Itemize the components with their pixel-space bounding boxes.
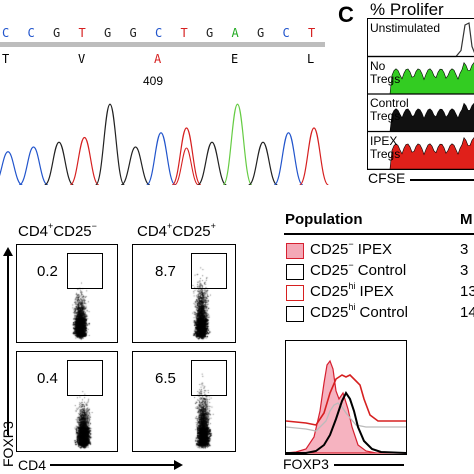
trace-peak-12 — [299, 127, 329, 185]
trace-peak-7 — [171, 127, 202, 185]
amino-acid-1: V — [78, 52, 86, 66]
gate-1 — [67, 253, 103, 289]
cfse-axis-label: CFSE — [368, 170, 406, 186]
nucleotide-2: G — [53, 26, 61, 40]
trace-peak-10 — [248, 141, 278, 185]
trace-peak-6 — [146, 132, 176, 185]
dot-plot-2: 8.7 — [132, 244, 236, 343]
population-row-label-1: CD25− Control — [310, 260, 407, 279]
nucleotide-8: G — [206, 26, 214, 40]
gate-value-1: 0.2 — [37, 263, 58, 280]
legend-swatch-0 — [286, 243, 304, 259]
nucleotide-11: C — [282, 26, 290, 40]
trace-peak-2 — [44, 141, 74, 185]
amino-acid-2: A — [154, 52, 162, 66]
proliferation-panel: C % Prolifer Unstimulated No Tregs Control… — [338, 0, 474, 200]
dot-plot-1: 0.2 — [16, 244, 118, 343]
legend-swatch-3 — [286, 306, 304, 322]
trace-peak-0 — [0, 151, 23, 185]
gate-3 — [67, 360, 103, 396]
mutation-position-label: 409 — [143, 74, 164, 88]
cfse-axis-line — [410, 179, 474, 181]
gate-2 — [191, 253, 227, 289]
gate-value-2: 8.7 — [155, 263, 176, 280]
m-header: M — [460, 211, 473, 228]
proliferation-title: % Prolifer — [370, 0, 444, 19]
trace-peak-8 — [197, 141, 227, 185]
gate-value-3: 0.4 — [37, 370, 58, 387]
population-panel: Population M CD25− IPEX 3 CD25− Control 3 CD… — [280, 205, 474, 474]
col-header-cd25-pos: CD4+CD25+ — [137, 221, 216, 240]
panel-letter-c: C — [338, 2, 354, 27]
population-header: Population — [285, 211, 363, 228]
gate-value-4: 6.5 — [155, 370, 176, 387]
x-axis-arrowhead — [174, 460, 183, 470]
histogram-stack: Unstimulated No Tregs Control Tregs IPEX Tr… — [367, 18, 474, 170]
amino-acid-4: L — [307, 52, 315, 66]
trace-peak-3 — [69, 136, 100, 185]
trace-mutation-peak — [173, 147, 200, 185]
trace-peak-5 — [120, 146, 151, 185]
trace-peak-11 — [273, 132, 304, 185]
trace-peak-1 — [18, 146, 49, 185]
foxp3-axis-label: FOXP3 — [0, 421, 16, 467]
dot-plot-3: 0.4 — [16, 351, 118, 452]
legend-swatch-1 — [286, 264, 304, 280]
y-axis-arrowhead — [3, 247, 13, 256]
nucleotide-1: C — [27, 26, 35, 40]
foxp3-histogram — [285, 340, 407, 455]
nucleotide-0: C — [2, 26, 10, 40]
population-row-value-1: 3 — [460, 262, 469, 279]
table-header-rule — [284, 233, 474, 235]
cfse-row-label-1: No Tregs — [370, 58, 401, 86]
nucleotide-12: T — [308, 26, 316, 40]
nucleotide-3: T — [78, 26, 86, 40]
cfse-row-label-3: IPEX Tregs — [370, 133, 401, 161]
nucleotide-5: G — [129, 26, 137, 40]
gate-4 — [191, 360, 227, 396]
nucleotide-4: G — [104, 26, 112, 40]
population-row-label-2: CD25hi IPEX — [310, 281, 394, 300]
population-row-value-2: 13 — [460, 283, 474, 300]
foxp3-hist-axis-label: FOXP3 — [283, 456, 329, 472]
x-axis-arrow-line — [50, 464, 176, 466]
flow-panel: CD4+CD25− CD4+CD25+ FOXP3 CD4 0.2 8.7 0.… — [0, 215, 245, 474]
population-row-value-0: 3 — [460, 241, 469, 258]
amino-acid-3: E — [231, 52, 239, 66]
sequence-divider — [0, 42, 325, 47]
nucleotide-9: A — [231, 26, 239, 40]
col-header-cd25-neg: CD4+CD25− — [18, 221, 97, 240]
trace-peak-4 — [95, 103, 125, 185]
amino-acid-0: T — [2, 52, 10, 66]
cfse-row-label-2: Control Tregs — [370, 96, 409, 123]
legend-swatch-2 — [286, 285, 304, 301]
population-row-label-3: CD25hi Control — [310, 302, 408, 321]
cfse-histogram-3 — [368, 137, 474, 169]
cfse-row-label-0: Unstimulated — [370, 21, 441, 35]
nucleotide-6: C — [155, 26, 163, 40]
dot-plot-4: 6.5 — [132, 351, 236, 452]
trace-peak-9 — [222, 103, 253, 185]
nucleotide-7: T — [180, 26, 188, 40]
foxp3-hist-axis-line — [334, 464, 404, 466]
cfse-histogram-0 — [368, 22, 474, 58]
y-axis-arrow-line — [7, 255, 9, 435]
population-row-value-3: 14 — [460, 304, 474, 321]
cd4-axis-label: CD4 — [18, 457, 47, 473]
chromatogram — [0, 103, 329, 185]
population-row-label-0: CD25− IPEX — [310, 239, 392, 258]
nucleotide-10: G — [257, 26, 265, 40]
